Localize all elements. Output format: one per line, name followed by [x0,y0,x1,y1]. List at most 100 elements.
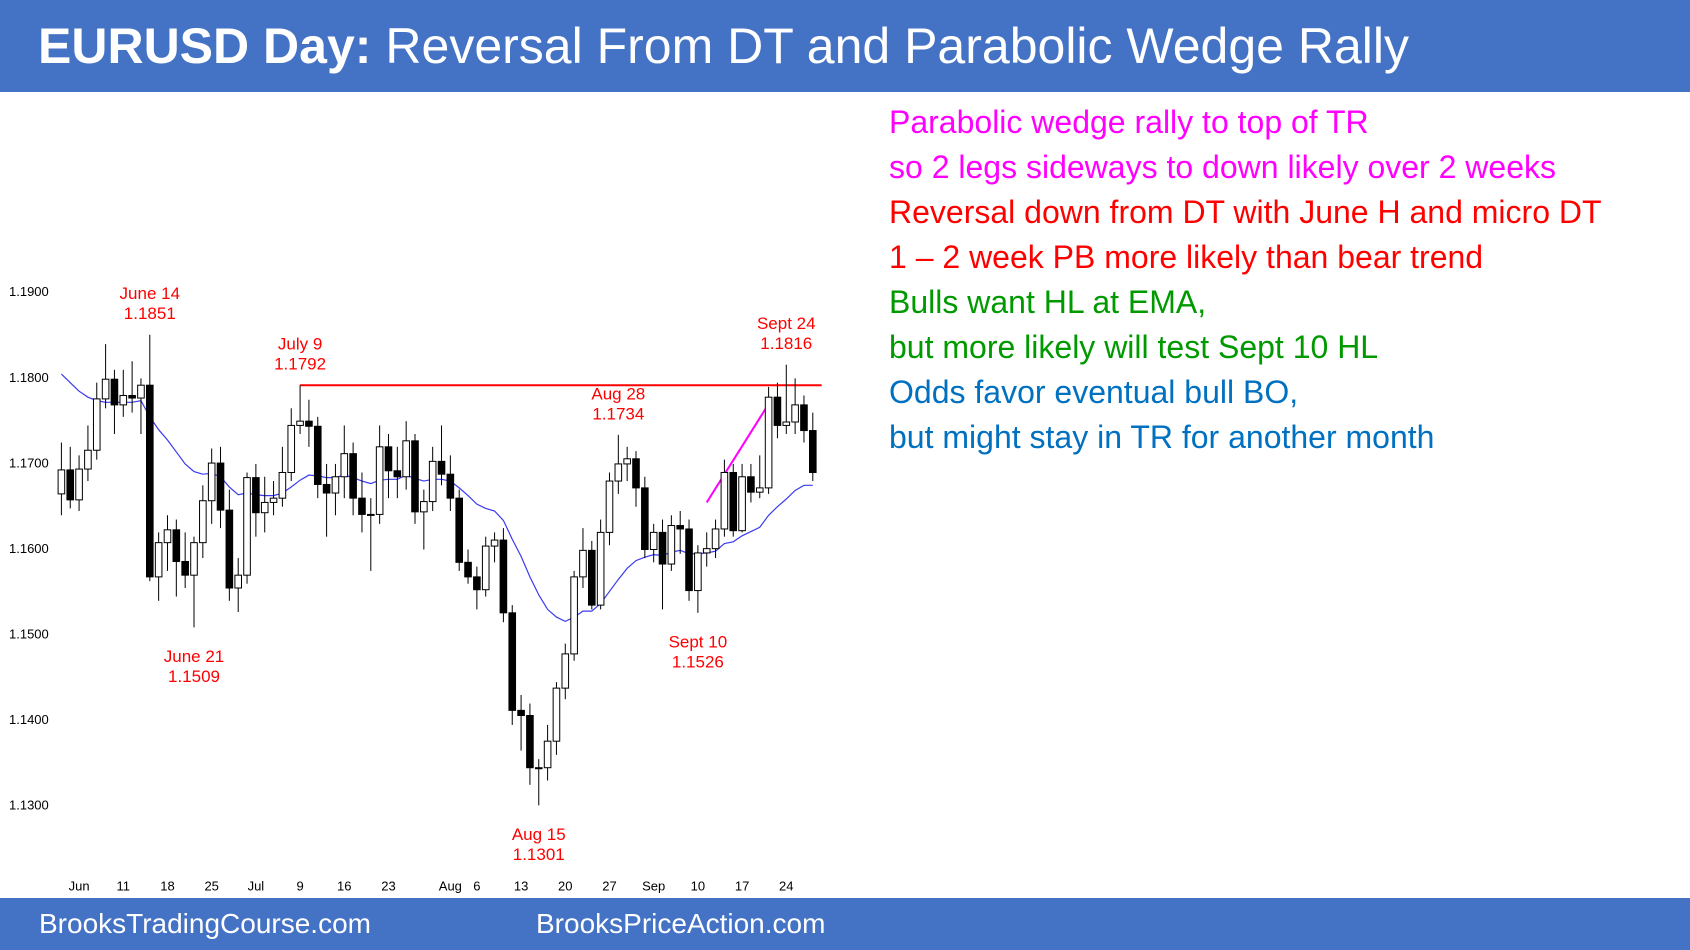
annotation-date: Sept 10 [669,632,728,651]
candle-body [128,394,136,399]
annotation-date: June 21 [164,647,225,666]
candle-body [641,487,649,551]
candle-body [738,476,746,532]
candle-body [375,446,384,515]
footer-link: BrooksPriceAction.com [536,908,826,939]
y-tick-label: 1.1300 [9,798,49,813]
candle-body [561,653,570,689]
x-tick-label: 20 [558,878,572,893]
candle-body [163,529,172,544]
candle-body [729,471,738,532]
candle-body [623,458,631,465]
candle-body [809,430,817,473]
candle-body [252,477,260,514]
candle-body [711,528,720,550]
candle-body [384,446,393,472]
annotation-price: 1.1526 [672,652,724,671]
candle-body [322,483,331,494]
candle-body [313,425,322,485]
candle-body [260,501,269,514]
candle-body [225,509,234,589]
candle-body [367,513,375,516]
candle-body [110,378,119,406]
y-tick-label: 1.1700 [9,455,49,470]
candle-body [190,542,198,576]
candle-body [667,525,676,565]
candle-body [490,539,499,547]
candle-body [702,548,711,554]
y-tick-label: 1.1500 [9,627,49,642]
y-tick-label: 1.1600 [9,541,49,556]
annotation-date: June 14 [120,284,181,303]
candle-body [340,453,349,478]
candle-body [393,470,402,478]
candle-body [287,424,296,473]
candle-body [570,576,578,655]
candle-body [57,469,66,495]
x-tick-label: 25 [204,878,218,893]
annotation-date: Aug 28 [591,384,645,403]
candle-body [181,560,189,576]
header: EURUSD Day: Reversal From DT and Paraboli… [0,0,1690,92]
candle-body [446,473,455,499]
candle-body [649,531,658,550]
candle-body [720,471,729,530]
commentary-line: Bulls want HL at EMA, [889,284,1207,320]
candle-body [800,404,808,432]
candle-body [764,396,773,489]
x-tick-label: Aug [439,878,462,893]
title: Reversal From DT and Parabolic Wedge Ral… [385,18,1409,74]
candle-body [154,542,163,578]
candle-body [552,687,561,742]
candle-body [119,394,128,406]
annotation-price: 1.1734 [592,404,644,423]
candle-body [207,462,216,502]
x-tick-label: Jul [248,878,265,893]
candle-body [685,528,693,592]
candle-body [66,469,75,501]
candle-body [358,497,366,515]
candle-body [526,715,534,769]
annotation-date: July 9 [278,335,322,354]
y-tick-label: 1.1900 [9,284,49,299]
title-bold: EURUSD Day: [38,18,372,74]
commentary: Parabolic wedge rally to top of TR so 2 l… [889,100,1602,460]
candle-body [455,497,463,563]
x-tick-label: 10 [691,878,705,893]
candle-body [420,501,428,513]
candle-body [632,458,640,489]
candle-body [101,378,110,400]
candle-body [473,576,481,591]
candle-body [614,463,623,482]
candle-body [269,497,278,503]
candle-body [596,531,605,606]
candle-body [588,549,596,606]
candle-body [137,384,145,399]
chart: 1.1300 1.1400 1.1500 1.1600 1.1700 1.1800 1.19… [9,284,822,893]
commentary-line: Parabolic wedge rally to top of TR [889,104,1369,140]
candle-body [146,384,154,578]
y-tick-label: 1.1400 [9,712,49,727]
annotation-date: Aug 15 [512,825,566,844]
x-tick-label: 11 [117,878,131,893]
candle-body [481,545,490,591]
x-tick-label: 27 [602,878,616,893]
annotation-price: 1.1851 [124,304,176,323]
candle-body [773,396,782,426]
candle-body [534,767,543,770]
candle-body [755,487,764,493]
candle-body [791,404,799,423]
x-tick-label: 24 [779,878,793,893]
candle-body [402,440,410,478]
footer-link: BrooksTradingCourse.com [39,908,371,939]
candle-body [676,525,685,530]
commentary-line: Reversal down from DT with June H and mi… [889,194,1602,230]
annotation-price: 1.1792 [274,355,326,374]
candle-body [747,476,755,493]
x-tick-label: 18 [160,878,174,893]
candle-body [437,460,446,475]
candle-body [234,574,242,589]
candle-body [278,471,287,499]
candle-body [605,480,614,533]
